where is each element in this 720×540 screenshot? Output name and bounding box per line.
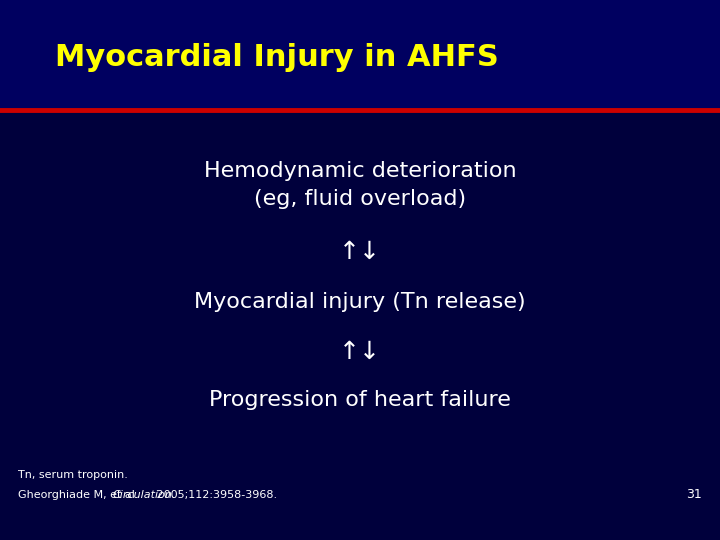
- Text: Myocardial Injury in AHFS: Myocardial Injury in AHFS: [55, 43, 499, 71]
- Text: Hemodynamic deterioration
(eg, fluid overload): Hemodynamic deterioration (eg, fluid ove…: [204, 161, 516, 209]
- Text: Gheorghiade M, et al.: Gheorghiade M, et al.: [18, 490, 142, 500]
- Text: ↑↓: ↑↓: [339, 340, 381, 364]
- Text: Circulation.: Circulation.: [113, 490, 176, 500]
- Bar: [0, 0, 720, 110]
- Text: Tn, serum troponin.: Tn, serum troponin.: [18, 470, 128, 480]
- Text: Progression of heart failure: Progression of heart failure: [209, 390, 511, 410]
- Text: 31: 31: [686, 489, 702, 502]
- Text: ↑↓: ↑↓: [339, 240, 381, 264]
- Text: 2005;112:3958-3968.: 2005;112:3958-3968.: [153, 490, 277, 500]
- Text: Myocardial injury (Tn release): Myocardial injury (Tn release): [194, 292, 526, 312]
